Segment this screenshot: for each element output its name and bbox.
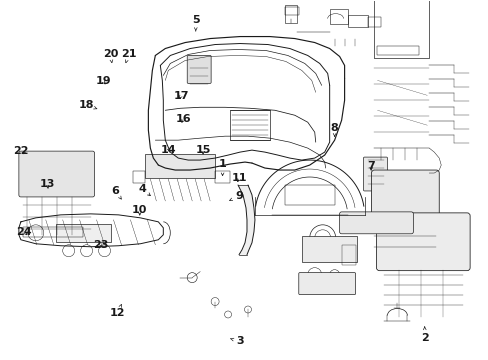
Bar xyxy=(329,9,347,24)
Text: 17: 17 xyxy=(173,91,188,101)
Text: 4: 4 xyxy=(138,184,150,195)
Bar xyxy=(145,154,215,178)
FancyBboxPatch shape xyxy=(19,151,94,197)
Bar xyxy=(56,224,110,242)
Bar xyxy=(285,7,298,15)
Text: 9: 9 xyxy=(229,191,243,201)
Text: 5: 5 xyxy=(192,15,199,31)
FancyBboxPatch shape xyxy=(371,170,438,218)
Bar xyxy=(229,110,269,140)
Bar xyxy=(285,5,296,23)
FancyBboxPatch shape xyxy=(363,157,386,191)
Bar xyxy=(301,236,356,262)
Text: 10: 10 xyxy=(132,206,147,216)
Text: 24: 24 xyxy=(17,227,32,237)
Text: 18: 18 xyxy=(78,100,97,110)
Text: 20: 20 xyxy=(102,49,118,63)
Text: 13: 13 xyxy=(40,179,55,189)
Polygon shape xyxy=(238,185,254,255)
Bar xyxy=(133,171,145,183)
Bar xyxy=(23,227,82,237)
FancyBboxPatch shape xyxy=(298,273,355,294)
Text: 23: 23 xyxy=(93,239,108,249)
Text: 2: 2 xyxy=(420,327,427,343)
Bar xyxy=(285,185,334,205)
Text: 8: 8 xyxy=(330,123,338,136)
Text: 16: 16 xyxy=(176,114,191,124)
Text: 21: 21 xyxy=(121,49,136,63)
Text: 6: 6 xyxy=(111,186,121,199)
Bar xyxy=(377,45,419,55)
Bar xyxy=(215,171,229,183)
Text: 19: 19 xyxy=(95,76,111,86)
Bar xyxy=(374,0,428,58)
Text: 3: 3 xyxy=(230,336,243,346)
Text: 1: 1 xyxy=(218,159,226,176)
Bar xyxy=(347,15,367,27)
FancyBboxPatch shape xyxy=(339,212,412,234)
Text: 15: 15 xyxy=(195,144,210,154)
Text: 12: 12 xyxy=(110,305,125,318)
FancyBboxPatch shape xyxy=(376,213,469,271)
Bar xyxy=(341,245,355,265)
Text: 14: 14 xyxy=(161,144,177,154)
Text: 7: 7 xyxy=(366,161,374,171)
Text: 22: 22 xyxy=(13,146,28,156)
Bar xyxy=(367,17,381,27)
FancyBboxPatch shape xyxy=(187,55,211,84)
Text: 11: 11 xyxy=(231,173,247,183)
